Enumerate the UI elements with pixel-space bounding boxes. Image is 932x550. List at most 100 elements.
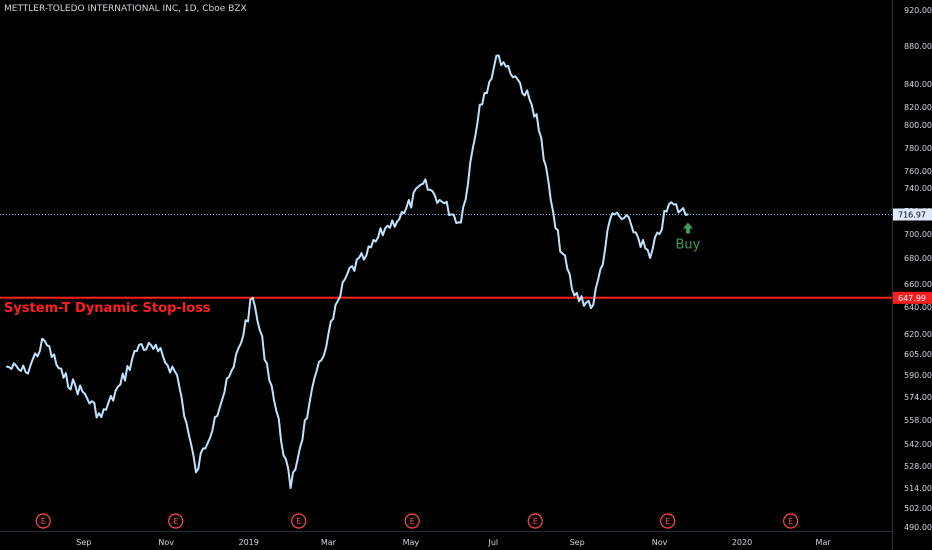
price-point <box>630 224 632 226</box>
earnings-marker-label: E <box>173 517 178 526</box>
earnings-marker-label: E <box>41 517 46 526</box>
x-tick-label: Mar <box>816 538 832 547</box>
y-tick-label: 490.00 <box>904 523 932 532</box>
earnings-marker-circle <box>527 513 543 529</box>
y-axis-ticks: 920.00 880.00 840.00 820.00 800.00 780.00 760.… <box>904 6 932 532</box>
y-tick-label: 605.00 <box>904 350 932 359</box>
earnings-marker-circle <box>35 513 51 529</box>
x-tick-label: Nov <box>158 538 174 547</box>
earnings-marker[interactable]: E <box>660 513 676 529</box>
y-tick-label: 514.00 <box>904 484 932 493</box>
price-point <box>62 376 65 379</box>
price-point <box>649 257 651 259</box>
earnings-marker-label: E <box>788 517 793 526</box>
symbol-title: METTLER-TOLEDO INTERNATIONAL INC, 1D, Cb… <box>4 4 247 14</box>
y-tick-label: 502.00 <box>904 504 932 513</box>
y-tick-label: 660.00 <box>904 280 932 289</box>
current-price-tag: 716.97 <box>898 210 926 219</box>
y-tick-label: 620.00 <box>904 330 932 339</box>
up-arrow-icon <box>682 222 693 234</box>
y-tick-label: 558.00 <box>904 416 932 425</box>
price-point <box>5 365 8 368</box>
price-point <box>611 212 614 215</box>
earnings-marker-circle <box>783 513 799 529</box>
earnings-marker-circle <box>291 513 307 529</box>
y-tick-label: 800.00 <box>904 121 932 130</box>
price-point <box>270 385 273 387</box>
stop-loss-label: System-T Dynamic Stop-loss <box>4 301 211 316</box>
y-tick-label: 528.00 <box>904 462 932 471</box>
price-point <box>535 113 538 115</box>
buy-label: Buy <box>676 237 701 252</box>
reference-lines: System-T Dynamic Stop-loss <box>0 213 892 316</box>
earnings-marker-label: E <box>665 517 670 526</box>
price-point <box>308 401 311 404</box>
price-point <box>554 227 557 230</box>
price-point <box>346 272 349 275</box>
price-point <box>592 303 595 306</box>
y-tick-label: 840.00 <box>904 80 932 89</box>
x-tick-label: 2020 <box>732 538 752 547</box>
earnings-marker-label: E <box>296 517 301 526</box>
y-tick-label: 542.00 <box>904 440 932 449</box>
y-tick-label: 820.00 <box>904 103 932 112</box>
price-point <box>289 487 292 489</box>
x-tick-label: May <box>403 538 420 547</box>
y-tick-label: 760.00 <box>904 167 932 176</box>
y-tick-label: 590.00 <box>904 371 932 380</box>
earnings-marker-label: E <box>533 517 538 526</box>
price-point <box>100 416 103 418</box>
x-tick-label: 2019 <box>239 538 259 547</box>
buy-signal: Buy <box>676 222 701 252</box>
price-point <box>687 213 689 216</box>
price-point <box>119 383 122 386</box>
price-point <box>460 221 462 224</box>
price-point <box>81 390 84 393</box>
stop-price-tag: 647.99 <box>898 294 926 303</box>
earnings-marker[interactable]: E <box>35 513 51 529</box>
earnings-marker[interactable]: E <box>404 513 420 529</box>
price-point <box>214 416 216 418</box>
price-point <box>327 333 330 335</box>
price-point <box>479 103 481 106</box>
y-tick-label: 700.00 <box>904 230 932 239</box>
price-point <box>195 471 197 474</box>
earnings-marker-label: E <box>410 517 415 526</box>
price-series <box>5 54 689 489</box>
x-tick-label: Jul <box>487 538 498 547</box>
price-point <box>24 371 27 374</box>
price-point <box>365 254 368 257</box>
price-point <box>441 201 443 203</box>
price-point <box>157 350 159 353</box>
x-axis-ticks: Sep Nov 2019 Mar May Jul Sep Nov 2020 Mar <box>76 538 831 547</box>
x-tick-label: Sep <box>76 538 91 547</box>
y-tick-label: 740.00 <box>904 184 932 193</box>
y-tick-label: 880.00 <box>904 42 932 51</box>
earnings-marker-circle <box>168 513 184 529</box>
price-line <box>6 54 689 489</box>
y-tick-label: 780.00 <box>904 144 932 153</box>
y-tick-label: 680.00 <box>904 254 932 263</box>
earnings-marker[interactable]: E <box>783 513 799 529</box>
y-tick-label: 920.00 <box>904 6 932 15</box>
earnings-marker[interactable]: E <box>527 513 543 529</box>
price-point <box>422 182 424 185</box>
price-point <box>668 203 670 205</box>
price-point <box>233 365 235 368</box>
x-tick-label: Sep <box>570 538 585 547</box>
price-point <box>573 294 576 297</box>
price-tags: 716.97 647.99 <box>893 208 932 304</box>
price-point <box>516 78 519 81</box>
earnings-marker[interactable]: E <box>168 513 184 529</box>
x-tick-label: Mar <box>321 538 337 547</box>
price-point <box>43 339 46 342</box>
current-price-tag-bg <box>893 208 932 221</box>
y-tick-label: 574.00 <box>904 393 932 402</box>
earnings-marker[interactable]: E <box>291 513 307 529</box>
price-point <box>138 343 141 346</box>
price-point <box>384 227 386 230</box>
earnings-marker-circle <box>660 513 676 529</box>
